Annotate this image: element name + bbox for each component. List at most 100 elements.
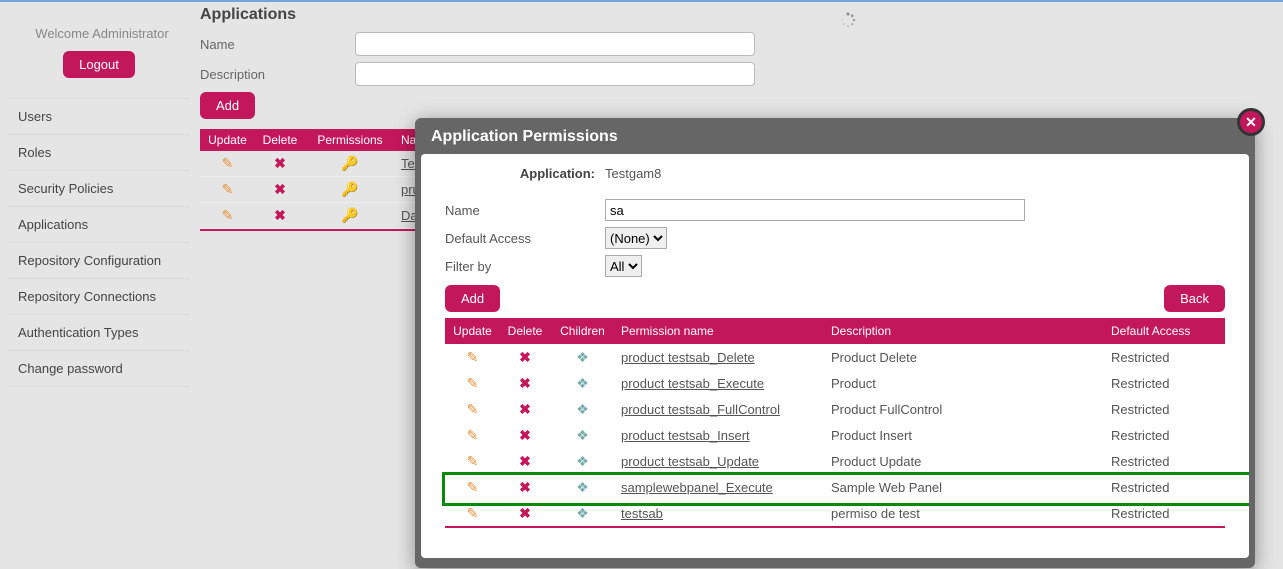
permission-desc: permiso de test — [825, 506, 1105, 521]
modal-name-input[interactable] — [605, 199, 1025, 221]
name-input[interactable] — [355, 32, 755, 56]
add-button[interactable]: Add — [200, 92, 255, 119]
permission-access: Restricted — [1105, 480, 1225, 495]
permission-row: ✎ ✖ ❖ testsab permiso de testRestricted — [445, 500, 1225, 526]
permissions-modal: ✕ Application Permissions Application: T… — [415, 118, 1255, 568]
permission-desc: Product Delete — [825, 350, 1105, 365]
filter-by-select[interactable]: All — [605, 255, 642, 277]
permission-access: Restricted — [1105, 402, 1225, 417]
modal-add-button[interactable]: Add — [445, 285, 500, 312]
pencil-icon[interactable]: ✎ — [222, 181, 234, 197]
sidebar-item-users[interactable]: Users — [8, 98, 190, 134]
default-access-label: Default Access — [445, 231, 605, 246]
children-icon[interactable]: ❖ — [576, 401, 589, 417]
name-label: Name — [200, 37, 355, 52]
permission-row: ✎ ✖ ❖ product testsab_Execute ProductRestric… — [445, 370, 1225, 396]
delete-icon[interactable]: ✖ — [519, 401, 531, 417]
description-label: Description — [200, 67, 355, 82]
children-icon[interactable]: ❖ — [576, 375, 589, 391]
sidebar: Welcome Administrator Logout UsersRolesS… — [0, 2, 190, 387]
pencil-icon[interactable]: ✎ — [467, 427, 479, 443]
children-icon[interactable]: ❖ — [576, 479, 589, 495]
filter-by-label: Filter by — [445, 259, 605, 274]
delete-icon[interactable]: ✖ — [519, 479, 531, 495]
pencil-icon[interactable]: ✎ — [467, 349, 479, 365]
nav-list: UsersRolesSecurity PoliciesApplicationsR… — [8, 98, 190, 387]
logout-button[interactable]: Logout — [63, 51, 135, 78]
permission-row: ✎ ✖ ❖ product testsab_Update Product UpdateR… — [445, 448, 1225, 474]
delete-icon[interactable]: ✖ — [519, 349, 531, 365]
permission-access: Restricted — [1105, 376, 1225, 391]
permission-desc: Product Insert — [825, 428, 1105, 443]
permission-row: ✎ ✖ ❖ product testsab_FullControl Product Fu… — [445, 396, 1225, 422]
pencil-icon[interactable]: ✎ — [467, 401, 479, 417]
page-title: Applications — [200, 6, 1283, 24]
pencil-icon[interactable]: ✎ — [467, 453, 479, 469]
modal-title: Application Permissions — [421, 124, 1249, 154]
pencil-icon[interactable]: ✎ — [222, 207, 234, 223]
top-rule — [0, 0, 1283, 2]
permission-name-link[interactable]: testsab — [621, 506, 663, 521]
permission-name-link[interactable]: product testsab_Update — [621, 454, 759, 469]
permission-row: ✎✖❖product testsab_InsertProduct InsertR… — [445, 422, 1225, 448]
sidebar-item-authentication-types[interactable]: Authentication Types — [8, 314, 190, 350]
pencil-icon[interactable]: ✎ — [467, 479, 479, 495]
col-delete: Delete — [255, 129, 305, 151]
close-icon[interactable]: ✕ — [1237, 108, 1265, 136]
pcol-desc: Description — [825, 324, 1105, 338]
children-icon[interactable]: ❖ — [576, 453, 589, 469]
delete-icon[interactable]: ✖ — [274, 155, 286, 171]
application-label: Application: — [445, 166, 605, 181]
permission-access: Restricted — [1105, 506, 1225, 521]
modal-name-label: Name — [445, 203, 605, 218]
perm-header: Update Delete Children Permission name D… — [445, 318, 1225, 344]
sidebar-item-roles[interactable]: Roles — [8, 134, 190, 170]
permission-name-link[interactable]: product testsab_Delete — [621, 350, 755, 365]
delete-icon[interactable]: ✖ — [519, 505, 531, 521]
children-icon[interactable]: ❖ — [576, 427, 589, 443]
permission-name-link[interactable]: product testsab_FullControl — [621, 402, 780, 417]
children-icon[interactable]: ❖ — [576, 349, 589, 365]
delete-icon[interactable]: ✖ — [274, 181, 286, 197]
application-value: Testgam8 — [605, 166, 661, 181]
delete-icon[interactable]: ✖ — [274, 207, 286, 223]
permission-desc: Sample Web Panel — [825, 480, 1105, 495]
description-input[interactable] — [355, 62, 755, 86]
permission-desc: Product FullControl — [825, 402, 1105, 417]
welcome-text: Welcome Administrator — [14, 26, 190, 41]
permission-name-link[interactable]: product testsab_Execute — [621, 376, 764, 391]
permission-row: ✎ ✖ ❖ product testsab_Delete Product DeleteR… — [445, 344, 1225, 370]
delete-icon[interactable]: ✖ — [519, 427, 531, 443]
modal-back-button[interactable]: Back — [1164, 285, 1225, 312]
permissions-grid: Update Delete Children Permission name D… — [445, 318, 1225, 528]
permission-desc: Product — [825, 376, 1105, 391]
pencil-icon[interactable]: ✎ — [222, 155, 234, 171]
permission-access: Restricted — [1105, 350, 1225, 365]
permission-name-link[interactable]: samplewebpanel_Execute — [621, 480, 773, 495]
permission-row: ✎ ✖ ❖ samplewebpanel_Execute Sample Web Pane… — [445, 474, 1225, 500]
col-update: Update — [200, 129, 255, 151]
delete-icon[interactable]: ✖ — [519, 453, 531, 469]
delete-icon[interactable]: ✖ — [519, 375, 531, 391]
pcol-children: Children — [550, 324, 615, 338]
children-icon[interactable]: ❖ — [576, 505, 589, 521]
sidebar-item-security-policies[interactable]: Security Policies — [8, 170, 190, 206]
pcol-delete: Delete — [500, 324, 550, 338]
sidebar-item-change-password[interactable]: Change password — [8, 350, 190, 387]
loading-spinner-icon — [840, 12, 856, 28]
pcol-name: Permission name — [615, 324, 825, 338]
key-icon[interactable]: 🔑 — [341, 207, 358, 223]
sidebar-item-applications[interactable]: Applications — [8, 206, 190, 242]
permission-desc: Product Update — [825, 454, 1105, 469]
key-icon[interactable]: 🔑 — [341, 181, 358, 197]
sidebar-item-repository-connections[interactable]: Repository Connections — [8, 278, 190, 314]
pcol-update: Update — [445, 324, 500, 338]
permission-access: Restricted — [1105, 454, 1225, 469]
permission-name-link[interactable]: product testsab_Insert — [621, 428, 750, 443]
sidebar-item-repository-configuration[interactable]: Repository Configuration — [8, 242, 190, 278]
pencil-icon[interactable]: ✎ — [467, 505, 479, 521]
default-access-select[interactable]: (None) — [605, 227, 667, 249]
key-icon[interactable]: 🔑 — [341, 155, 358, 171]
pcol-access: Default Access — [1105, 324, 1225, 338]
pencil-icon[interactable]: ✎ — [467, 375, 479, 391]
